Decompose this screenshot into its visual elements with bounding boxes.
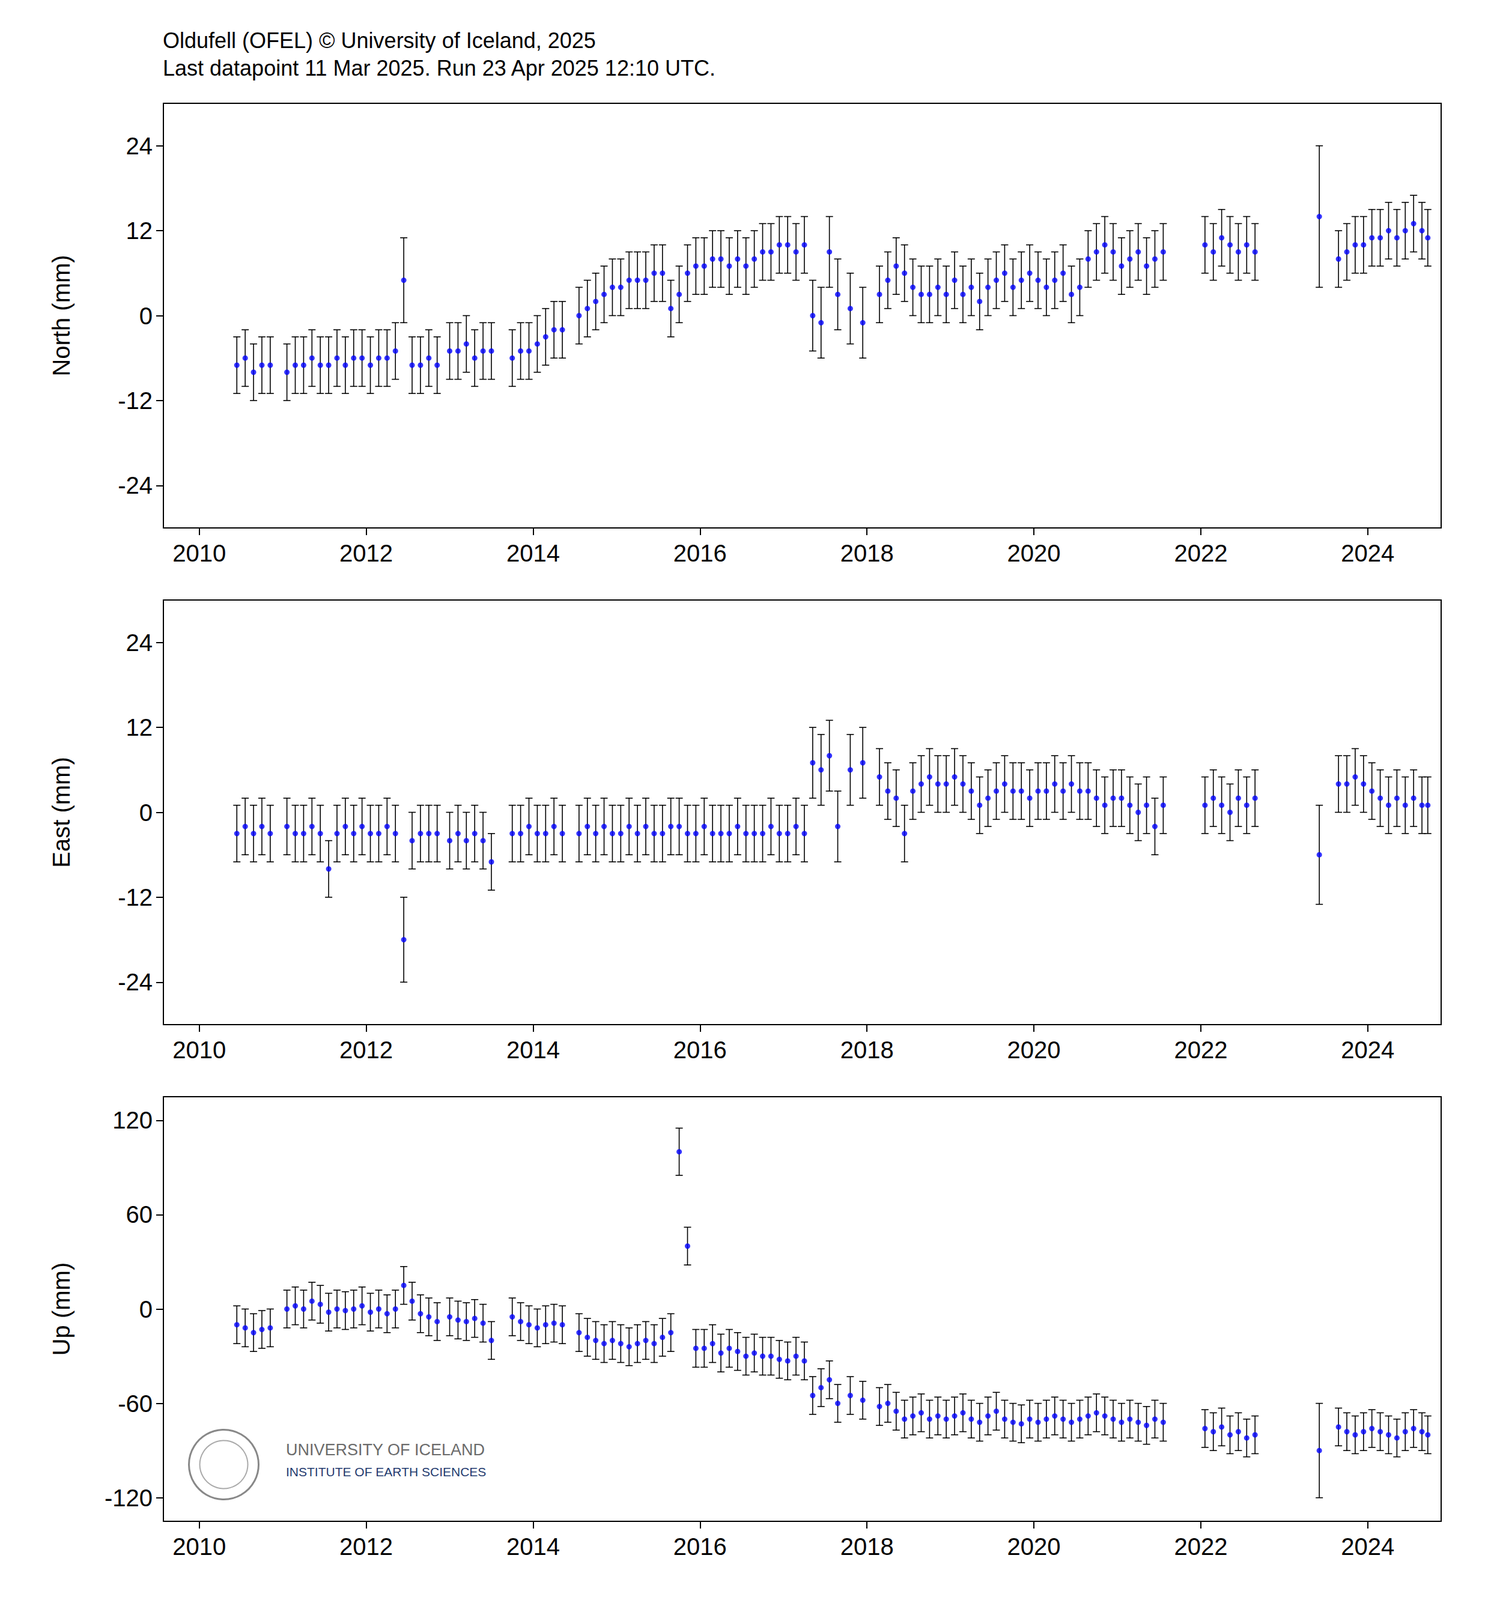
svg-text:East (mm): East (mm) [48,756,75,868]
svg-text:24: 24 [126,132,154,160]
svg-text:2014: 2014 [506,1533,560,1561]
svg-text:2012: 2012 [339,540,393,567]
svg-text:-24: -24 [117,968,153,996]
svg-text:-24: -24 [117,472,153,499]
svg-text:2018: 2018 [840,1533,894,1561]
svg-text:0: 0 [139,799,153,827]
svg-text:-60: -60 [117,1390,153,1418]
svg-text:0: 0 [139,302,153,330]
svg-text:2016: 2016 [673,540,727,567]
svg-text:2018: 2018 [840,1036,894,1064]
svg-text:2014: 2014 [506,540,560,567]
svg-text:Last datapoint 11 Mar 2025. Ru: Last datapoint 11 Mar 2025. Run 23 Apr 2… [162,55,716,81]
svg-text:2010: 2010 [172,540,226,567]
svg-text:2010: 2010 [172,1036,226,1064]
svg-text:2014: 2014 [506,1036,560,1064]
svg-text:2016: 2016 [673,1533,727,1561]
svg-text:2022: 2022 [1173,1036,1228,1064]
svg-text:INSTITUTE OF EARTH SCIENCES: INSTITUTE OF EARTH SCIENCES [285,1465,486,1479]
svg-text:UNIVERSITY OF ICELAND: UNIVERSITY OF ICELAND [285,1441,485,1460]
svg-text:2020: 2020 [1007,1533,1061,1561]
svg-text:0: 0 [139,1296,153,1323]
svg-text:Up (mm): Up (mm) [48,1262,75,1357]
svg-text:12: 12 [126,217,154,244]
svg-text:2022: 2022 [1173,540,1228,567]
svg-text:-12: -12 [117,387,153,414]
svg-text:2022: 2022 [1173,1533,1228,1561]
svg-text:12: 12 [126,714,154,741]
svg-text:60: 60 [126,1201,154,1228]
svg-text:120: 120 [112,1107,153,1134]
svg-text:2012: 2012 [339,1533,393,1561]
svg-text:2012: 2012 [339,1036,393,1064]
svg-text:2020: 2020 [1007,540,1061,567]
svg-text:North (mm): North (mm) [48,254,75,377]
svg-text:Oldufell (OFEL) © University o: Oldufell (OFEL) © University of Iceland,… [162,28,596,53]
svg-text:-120: -120 [104,1485,153,1512]
svg-text:2024: 2024 [1340,1533,1395,1561]
svg-text:2018: 2018 [840,540,894,567]
svg-text:2010: 2010 [172,1533,226,1561]
svg-text:2016: 2016 [673,1036,727,1064]
svg-text:2024: 2024 [1340,1036,1395,1064]
svg-text:2020: 2020 [1007,1036,1061,1064]
svg-text:24: 24 [126,629,154,656]
svg-text:2024: 2024 [1340,540,1395,567]
svg-text:-12: -12 [117,884,153,911]
